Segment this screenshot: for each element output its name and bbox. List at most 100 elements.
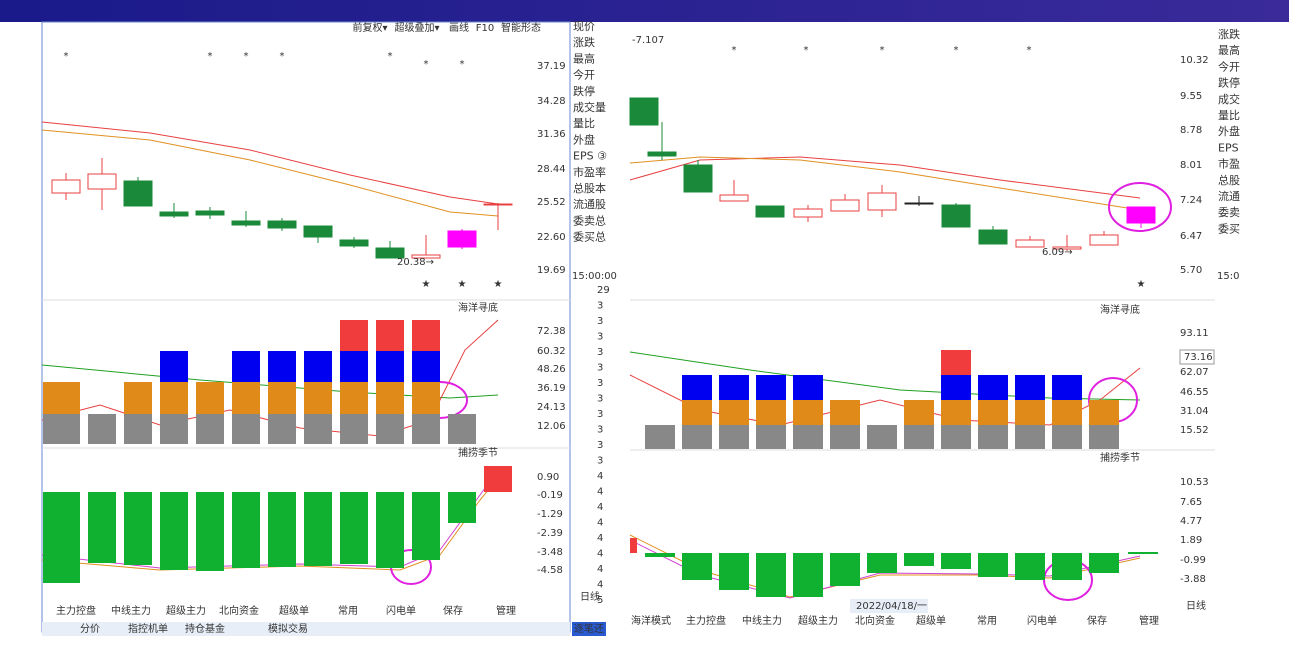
- bar: [340, 382, 368, 414]
- marker: ★: [422, 279, 431, 290]
- y-tick-label: 60.32: [537, 346, 566, 357]
- y-tick-label: 4.77: [1180, 516, 1202, 527]
- bar: [448, 414, 476, 444]
- bar: [830, 425, 860, 449]
- bar: [1089, 553, 1119, 573]
- bar: [719, 553, 749, 590]
- y-tick-label: 37.19: [537, 61, 566, 72]
- bar: [1052, 553, 1082, 580]
- tab[interactable]: 主力控盘: [56, 604, 96, 617]
- toolbar-button[interactable]: 前复权▾: [352, 21, 387, 34]
- quote-label: 流通股: [573, 197, 606, 211]
- tab[interactable]: 常用: [977, 614, 997, 627]
- bar: [43, 414, 80, 444]
- bottom-tab[interactable]: 持仓基金: [185, 622, 225, 635]
- tab[interactable]: 超级主力: [166, 604, 206, 617]
- tab[interactable]: 北向资金: [219, 604, 259, 617]
- candle: [978, 229, 1008, 245]
- toolbar-button[interactable]: 智能形态: [501, 21, 541, 34]
- quote-label: 市盈率: [573, 165, 606, 179]
- period-label: 日线: [580, 590, 600, 603]
- quote-number: 4: [597, 580, 603, 591]
- tab[interactable]: 中线主力: [742, 614, 782, 627]
- tab[interactable]: 主力控盘: [686, 614, 726, 627]
- ma-line: [41, 129, 499, 217]
- bar: [978, 553, 1008, 577]
- bar: [1015, 553, 1045, 580]
- quote-label: 委卖总: [573, 213, 606, 227]
- tab[interactable]: 超级主力: [798, 614, 838, 627]
- tab[interactable]: 超级单: [916, 614, 946, 627]
- marker: *: [208, 51, 213, 62]
- bar: [160, 414, 188, 444]
- bar: [682, 375, 712, 400]
- bottom-tab[interactable]: 模拟交易: [268, 622, 308, 635]
- panel-title: 海洋寻底: [1100, 303, 1140, 316]
- y-tick-label: 22.60: [537, 232, 566, 243]
- bar: [412, 320, 440, 351]
- bar: [756, 425, 786, 449]
- bar: [196, 414, 224, 444]
- marker: *: [424, 59, 429, 70]
- tab[interactable]: 超级单: [279, 604, 309, 617]
- bar: [645, 553, 675, 557]
- bottom-tab[interactable]: 分价: [80, 623, 100, 635]
- y-tick-label: 31.36: [537, 129, 566, 140]
- candle: [411, 254, 441, 259]
- toolbar-button[interactable]: 画线: [449, 21, 469, 34]
- tab[interactable]: 管理: [1139, 614, 1159, 627]
- quote-label: 跌停: [573, 84, 595, 98]
- bar: [340, 351, 368, 382]
- bar: [1015, 375, 1045, 400]
- quote-number: 4: [597, 533, 603, 544]
- bar: [304, 414, 332, 444]
- bar: [941, 425, 971, 449]
- marker: *: [1027, 45, 1032, 56]
- y-tick-label: -3.48: [537, 547, 563, 558]
- quote-number: 3: [597, 332, 603, 343]
- y-tick-label: 28.44: [537, 164, 566, 175]
- candle: [87, 173, 117, 190]
- y-tick-label: 25.52: [537, 197, 566, 208]
- quote-label: 量比: [573, 117, 595, 130]
- bar: [268, 382, 296, 414]
- quote-number: 3: [597, 347, 603, 358]
- bar: [630, 538, 637, 553]
- bar: [412, 351, 440, 382]
- marker: *: [804, 45, 809, 56]
- bar: [232, 414, 260, 444]
- bar: [830, 400, 860, 425]
- tab[interactable]: 保存: [443, 604, 463, 617]
- bar: [196, 492, 224, 571]
- bar: [268, 492, 296, 567]
- toolbar-button[interactable]: 超级叠加▾: [394, 21, 439, 34]
- bar: [412, 382, 440, 414]
- tab[interactable]: 保存: [1087, 614, 1107, 627]
- quote-label: 成交: [1218, 92, 1240, 106]
- marker: *: [460, 59, 465, 70]
- tab[interactable]: 管理: [496, 604, 516, 617]
- bar: [719, 400, 749, 425]
- date-box: [850, 599, 928, 613]
- toolbar-button[interactable]: F10: [476, 23, 494, 34]
- indicator-line: [41, 319, 499, 437]
- footer-button-label[interactable]: 逐笔还: [574, 622, 604, 635]
- bar: [1052, 400, 1082, 425]
- tab[interactable]: 海洋模式: [631, 614, 671, 627]
- tab[interactable]: 北向资金: [855, 614, 895, 627]
- period-label: 日线: [1186, 599, 1206, 612]
- bar: [376, 382, 404, 414]
- quote-number: 3: [597, 456, 603, 467]
- footer-button[interactable]: [572, 622, 606, 636]
- y-tick-label: 93.11: [1180, 328, 1209, 339]
- bar: [830, 553, 860, 586]
- tab[interactable]: 闪电单: [1027, 614, 1057, 627]
- bottom-tab[interactable]: 指控机单: [128, 622, 168, 635]
- tab[interactable]: 中线主力: [111, 604, 151, 617]
- quote-number: 5: [597, 595, 603, 606]
- tab[interactable]: 常用: [338, 604, 358, 617]
- tab[interactable]: 闪电单: [386, 604, 416, 617]
- bar: [793, 553, 823, 597]
- y-tick-label: 19.69: [537, 265, 566, 276]
